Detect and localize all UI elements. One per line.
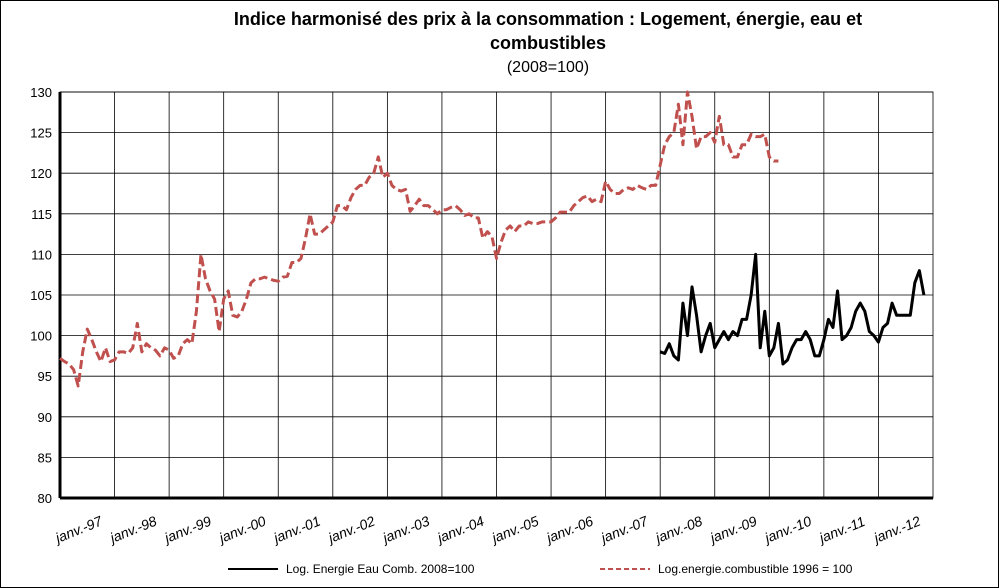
legend-label: Log.energie.combustible 1996 = 100 [658,562,853,576]
legend-label: Log. Energie Eau Comb. 2008=100 [286,562,475,576]
y-tick-label: 95 [38,369,52,384]
y-tick-label: 115 [31,207,52,222]
y-tick-label: 110 [31,247,52,262]
y-tick-label: 130 [30,85,52,100]
y-tick-label: 90 [38,410,52,425]
y-tick-label: 80 [38,491,52,506]
series-line [59,90,779,388]
y-tick-label: 120 [30,166,52,181]
y-tick-label: 85 [38,450,52,465]
chart-subtitle: (2008=100) [507,59,589,76]
chart-title: combustibles [490,33,606,53]
y-tick-label: 100 [30,329,52,344]
y-tick-label: 105 [30,288,52,303]
y-tick-label: 125 [30,126,52,141]
series-line [659,252,926,366]
chart-title: Indice harmonisé des prix à la consommat… [234,9,862,29]
